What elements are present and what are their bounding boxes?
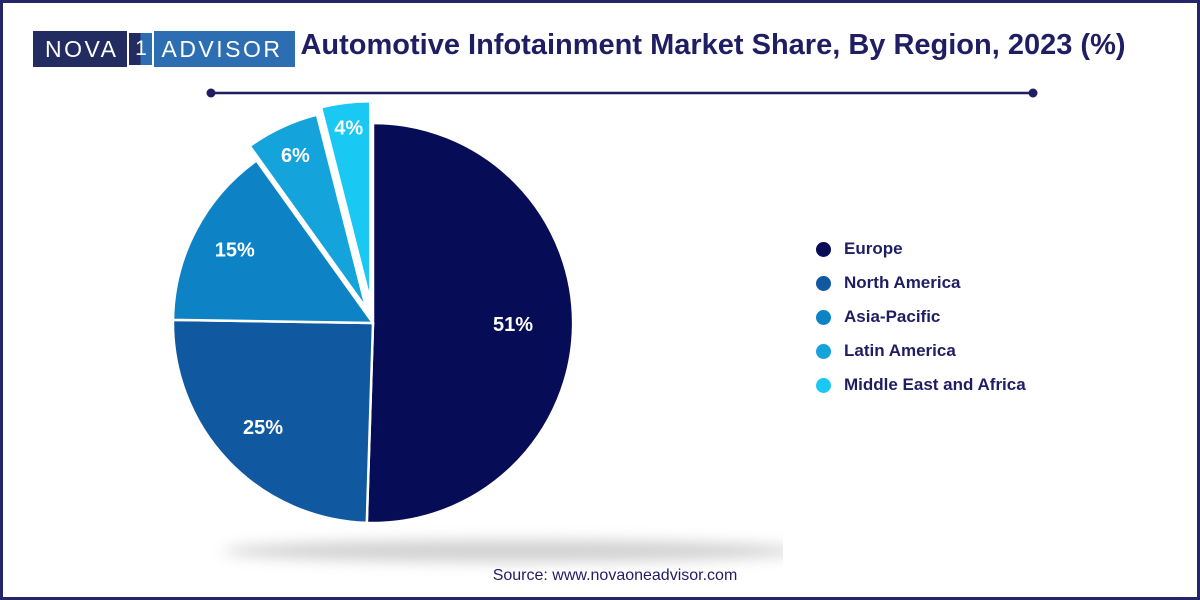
- legend-label: Europe: [844, 239, 903, 258]
- rule-dot-left: [206, 88, 216, 98]
- pie-shadow: [223, 540, 783, 562]
- chart-title: Automotive Infotainment Market Share, By…: [300, 29, 1126, 61]
- pie-value-label: 25%: [243, 417, 283, 439]
- pie-value-label: 6%: [281, 145, 310, 167]
- pie-slice-asia-pacific: [171, 159, 375, 325]
- legend-item: Asia-Pacific: [816, 307, 1026, 327]
- legend-marker-dot: [816, 275, 831, 291]
- legend-item: Latin America: [816, 341, 1026, 361]
- legend-marker-dot: [816, 309, 831, 325]
- legend-label: Asia-Pacific: [844, 307, 941, 326]
- legend-label: North America: [844, 273, 961, 292]
- pie-value-label: 15%: [215, 240, 255, 262]
- pie-value-label: 4%: [334, 118, 363, 140]
- title-underline-rule: [206, 88, 1038, 98]
- brand-logo: NOVA 1 ADVISOR: [33, 31, 295, 67]
- logo-text-nova: NOVA: [33, 31, 128, 67]
- rule-dot-right: [1028, 88, 1038, 98]
- legend-marker-dot: [816, 377, 831, 393]
- chart-legend: Europe North America Asia-Pacific Latin Ame…: [816, 239, 1026, 395]
- logo-text-advisor: ADVISOR: [154, 31, 295, 67]
- pie-slices-group: [171, 99, 575, 525]
- pie-slice-latin-america: [248, 113, 368, 310]
- pie-slice-europe: [365, 121, 575, 525]
- source-attribution: Source: www.novaoneadvisor.com: [492, 567, 738, 584]
- logo-number-one-box: 1: [127, 31, 155, 67]
- pie-labels-group: 51% 25% 15% 6% 4%: [215, 118, 533, 439]
- pie-chart: 51% 25% 15% 6% 4%: [171, 99, 783, 562]
- legend-label: Middle East and Africa: [844, 375, 1026, 394]
- legend-marker-dot: [816, 241, 831, 257]
- legend-item: Europe: [816, 239, 1026, 259]
- pie-value-label: 51%: [493, 314, 533, 336]
- pie-slice-middle-east-and-africa: [319, 99, 372, 303]
- legend-item: Middle East and Africa: [816, 375, 1026, 395]
- pie-slice-north-america: [171, 318, 375, 525]
- legend-label: Latin America: [844, 341, 956, 360]
- legend-marker-dot: [816, 343, 831, 359]
- legend-item: North America: [816, 273, 1026, 293]
